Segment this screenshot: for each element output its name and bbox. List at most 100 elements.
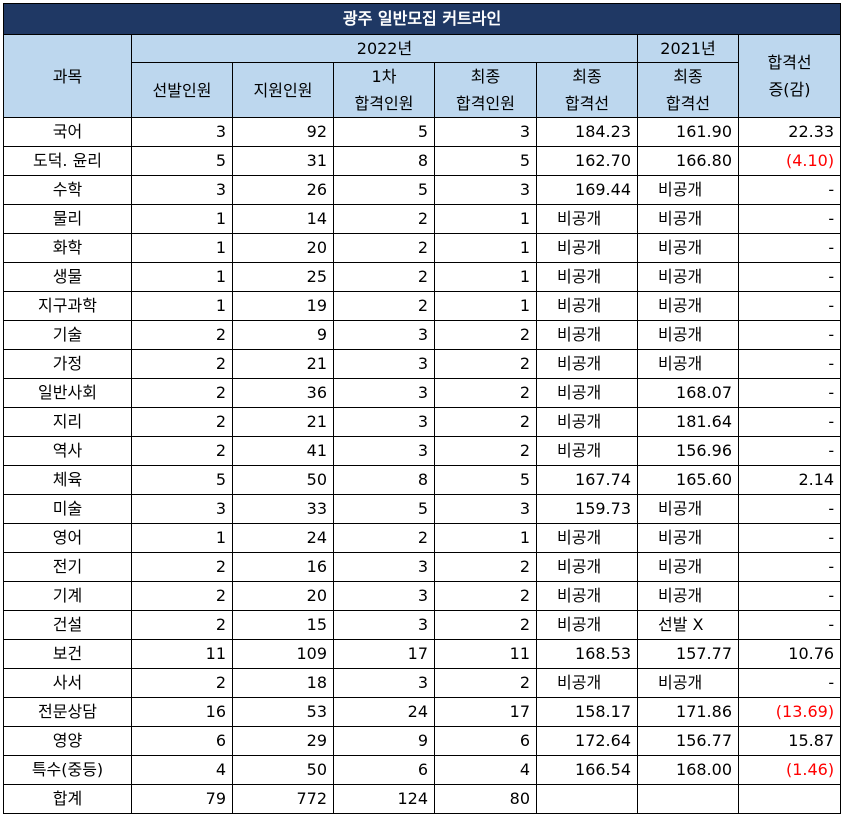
- change-cell: -: [737, 320, 842, 350]
- cutline-2022-cell: 158.17: [536, 697, 638, 727]
- select-count-cell: 2: [131, 552, 233, 582]
- first-pass-cell: 3: [333, 552, 435, 582]
- subject-cell: 국어: [3, 117, 132, 147]
- subject-cell: 특수(중등): [3, 755, 132, 785]
- apply-count-cell: 15: [232, 610, 334, 640]
- final-pass-cell: 17: [434, 697, 537, 727]
- table-row: 사서 2 18 3 2 비공개 비공개 -: [3, 668, 842, 698]
- subject-cell: 건설: [3, 610, 132, 640]
- final-pass-cell: 2: [434, 349, 537, 379]
- table-title: 광주 일반모집 커트라인: [2, 3, 842, 35]
- final-pass-cell: 2: [434, 320, 537, 350]
- cutline-2021-cell: 168.00: [637, 755, 739, 785]
- apply-count-cell: 50: [232, 755, 334, 785]
- final-pass-cell: 1: [434, 262, 537, 292]
- final-pass-cell: 2: [434, 552, 537, 582]
- table-row: 가정 2 21 3 2 비공개 비공개 -: [3, 349, 842, 379]
- apply-count-cell: 26: [232, 175, 334, 205]
- cutline-2022-cell: 172.64: [536, 726, 638, 756]
- first-pass-cell: 3: [333, 320, 435, 350]
- cutline-2021-cell: 156.77: [637, 726, 739, 756]
- first-pass-cell: 5: [333, 175, 435, 205]
- table-row: 보건 11 109 17 11 168.53 157.77 10.76: [3, 639, 842, 669]
- change-cell: (1.46): [737, 755, 842, 785]
- final-pass-cell: 5: [434, 465, 537, 495]
- select-count-cell: 1: [131, 523, 233, 553]
- header-change-line1: 합격선: [767, 53, 812, 72]
- subject-cell: 역사: [3, 436, 132, 466]
- select-count-cell: 3: [131, 494, 233, 524]
- table-row: 화학 1 20 2 1 비공개 비공개 -: [3, 233, 842, 263]
- first-pass-cell: 9: [333, 726, 435, 756]
- change-cell: -: [737, 610, 842, 640]
- final-pass-cell: 2: [434, 378, 537, 408]
- select-count-cell: 3: [131, 175, 233, 205]
- cutline-2021-cell: 161.90: [637, 117, 739, 147]
- table-row: 체육 5 50 8 5 167.74 165.60 2.14: [3, 465, 842, 495]
- apply-count-cell: 16: [232, 552, 334, 582]
- cutline-2021-cell: [637, 784, 739, 814]
- cutline-2022-cell: 비공개: [536, 262, 638, 292]
- apply-count-cell: 772: [232, 784, 334, 814]
- change-cell: -: [737, 291, 842, 321]
- header-final-pass-count: 최종 합격인원: [434, 62, 537, 118]
- apply-count-cell: 31: [232, 146, 334, 176]
- change-cell: -: [737, 407, 842, 437]
- cutline-2022-cell: 비공개: [536, 552, 638, 582]
- apply-count-cell: 20: [232, 581, 334, 611]
- cutline-2021-cell: 비공개: [637, 581, 739, 611]
- first-pass-cell: 17: [333, 639, 435, 669]
- apply-count-cell: 41: [232, 436, 334, 466]
- select-count-cell: 6: [131, 726, 233, 756]
- change-cell: -: [737, 552, 842, 582]
- header-first-pass-count: 1차 합격인원: [333, 62, 435, 118]
- header-final-cutline-2022: 최종 합격선: [536, 62, 638, 118]
- change-cell: -: [737, 436, 842, 466]
- subject-cell: 체육: [3, 465, 132, 495]
- select-count-cell: 2: [131, 610, 233, 640]
- subject-cell: 일반사회: [3, 378, 132, 408]
- apply-count-cell: 92: [232, 117, 334, 147]
- select-count-cell: 2: [131, 436, 233, 466]
- change-cell: (13.69): [737, 697, 842, 727]
- cutline-2021-cell: 181.64: [637, 407, 739, 437]
- cutline-2022-cell: 비공개: [536, 436, 638, 466]
- first-pass-cell: 3: [333, 378, 435, 408]
- final-pass-cell: 3: [434, 175, 537, 205]
- first-pass-cell: 3: [333, 610, 435, 640]
- subject-cell: 미술: [3, 494, 132, 524]
- cutline-2022-cell: [536, 784, 638, 814]
- cutline-2021-cell: 비공개: [637, 494, 739, 524]
- subject-cell: 전문상담: [3, 697, 132, 727]
- cutline-2022-cell: 비공개: [536, 407, 638, 437]
- subject-cell: 물리: [3, 204, 132, 234]
- table-row: 영양 6 29 9 6 172.64 156.77 15.87: [3, 726, 842, 756]
- change-cell: -: [737, 581, 842, 611]
- subject-cell: 도덕. 윤리: [3, 146, 132, 176]
- cutline-2021-cell: 비공개: [637, 523, 739, 553]
- first-pass-cell: 3: [333, 668, 435, 698]
- apply-count-cell: 36: [232, 378, 334, 408]
- cutline-2022-cell: 비공개: [536, 523, 638, 553]
- cutline-2021-cell: 비공개: [637, 552, 739, 582]
- cutline-table: 광주 일반모집 커트라인 과목 2022년 2021년 합격선 증(감) 선발인…: [2, 3, 842, 814]
- first-pass-cell: 8: [333, 465, 435, 495]
- first-pass-cell: 3: [333, 436, 435, 466]
- select-count-cell: 11: [131, 639, 233, 669]
- final-pass-cell: 3: [434, 494, 537, 524]
- table-row: 국어 3 92 5 3 184.23 161.90 22.33: [3, 117, 842, 147]
- cutline-2022-cell: 비공개: [536, 610, 638, 640]
- select-count-cell: 5: [131, 146, 233, 176]
- cutline-2022-cell: 184.23: [536, 117, 638, 147]
- first-pass-cell: 3: [333, 349, 435, 379]
- final-pass-cell: 1: [434, 291, 537, 321]
- final-pass-cell: 6: [434, 726, 537, 756]
- subject-cell: 합계: [3, 784, 132, 814]
- select-count-cell: 5: [131, 465, 233, 495]
- cutline-2022-cell: 비공개: [536, 320, 638, 350]
- subject-cell: 생물: [3, 262, 132, 292]
- change-cell: 15.87: [737, 726, 842, 756]
- change-cell: -: [737, 175, 842, 205]
- table-row: 특수(중등) 4 50 6 4 166.54 168.00 (1.46): [3, 755, 842, 785]
- cutline-2022-cell: 168.53: [536, 639, 638, 669]
